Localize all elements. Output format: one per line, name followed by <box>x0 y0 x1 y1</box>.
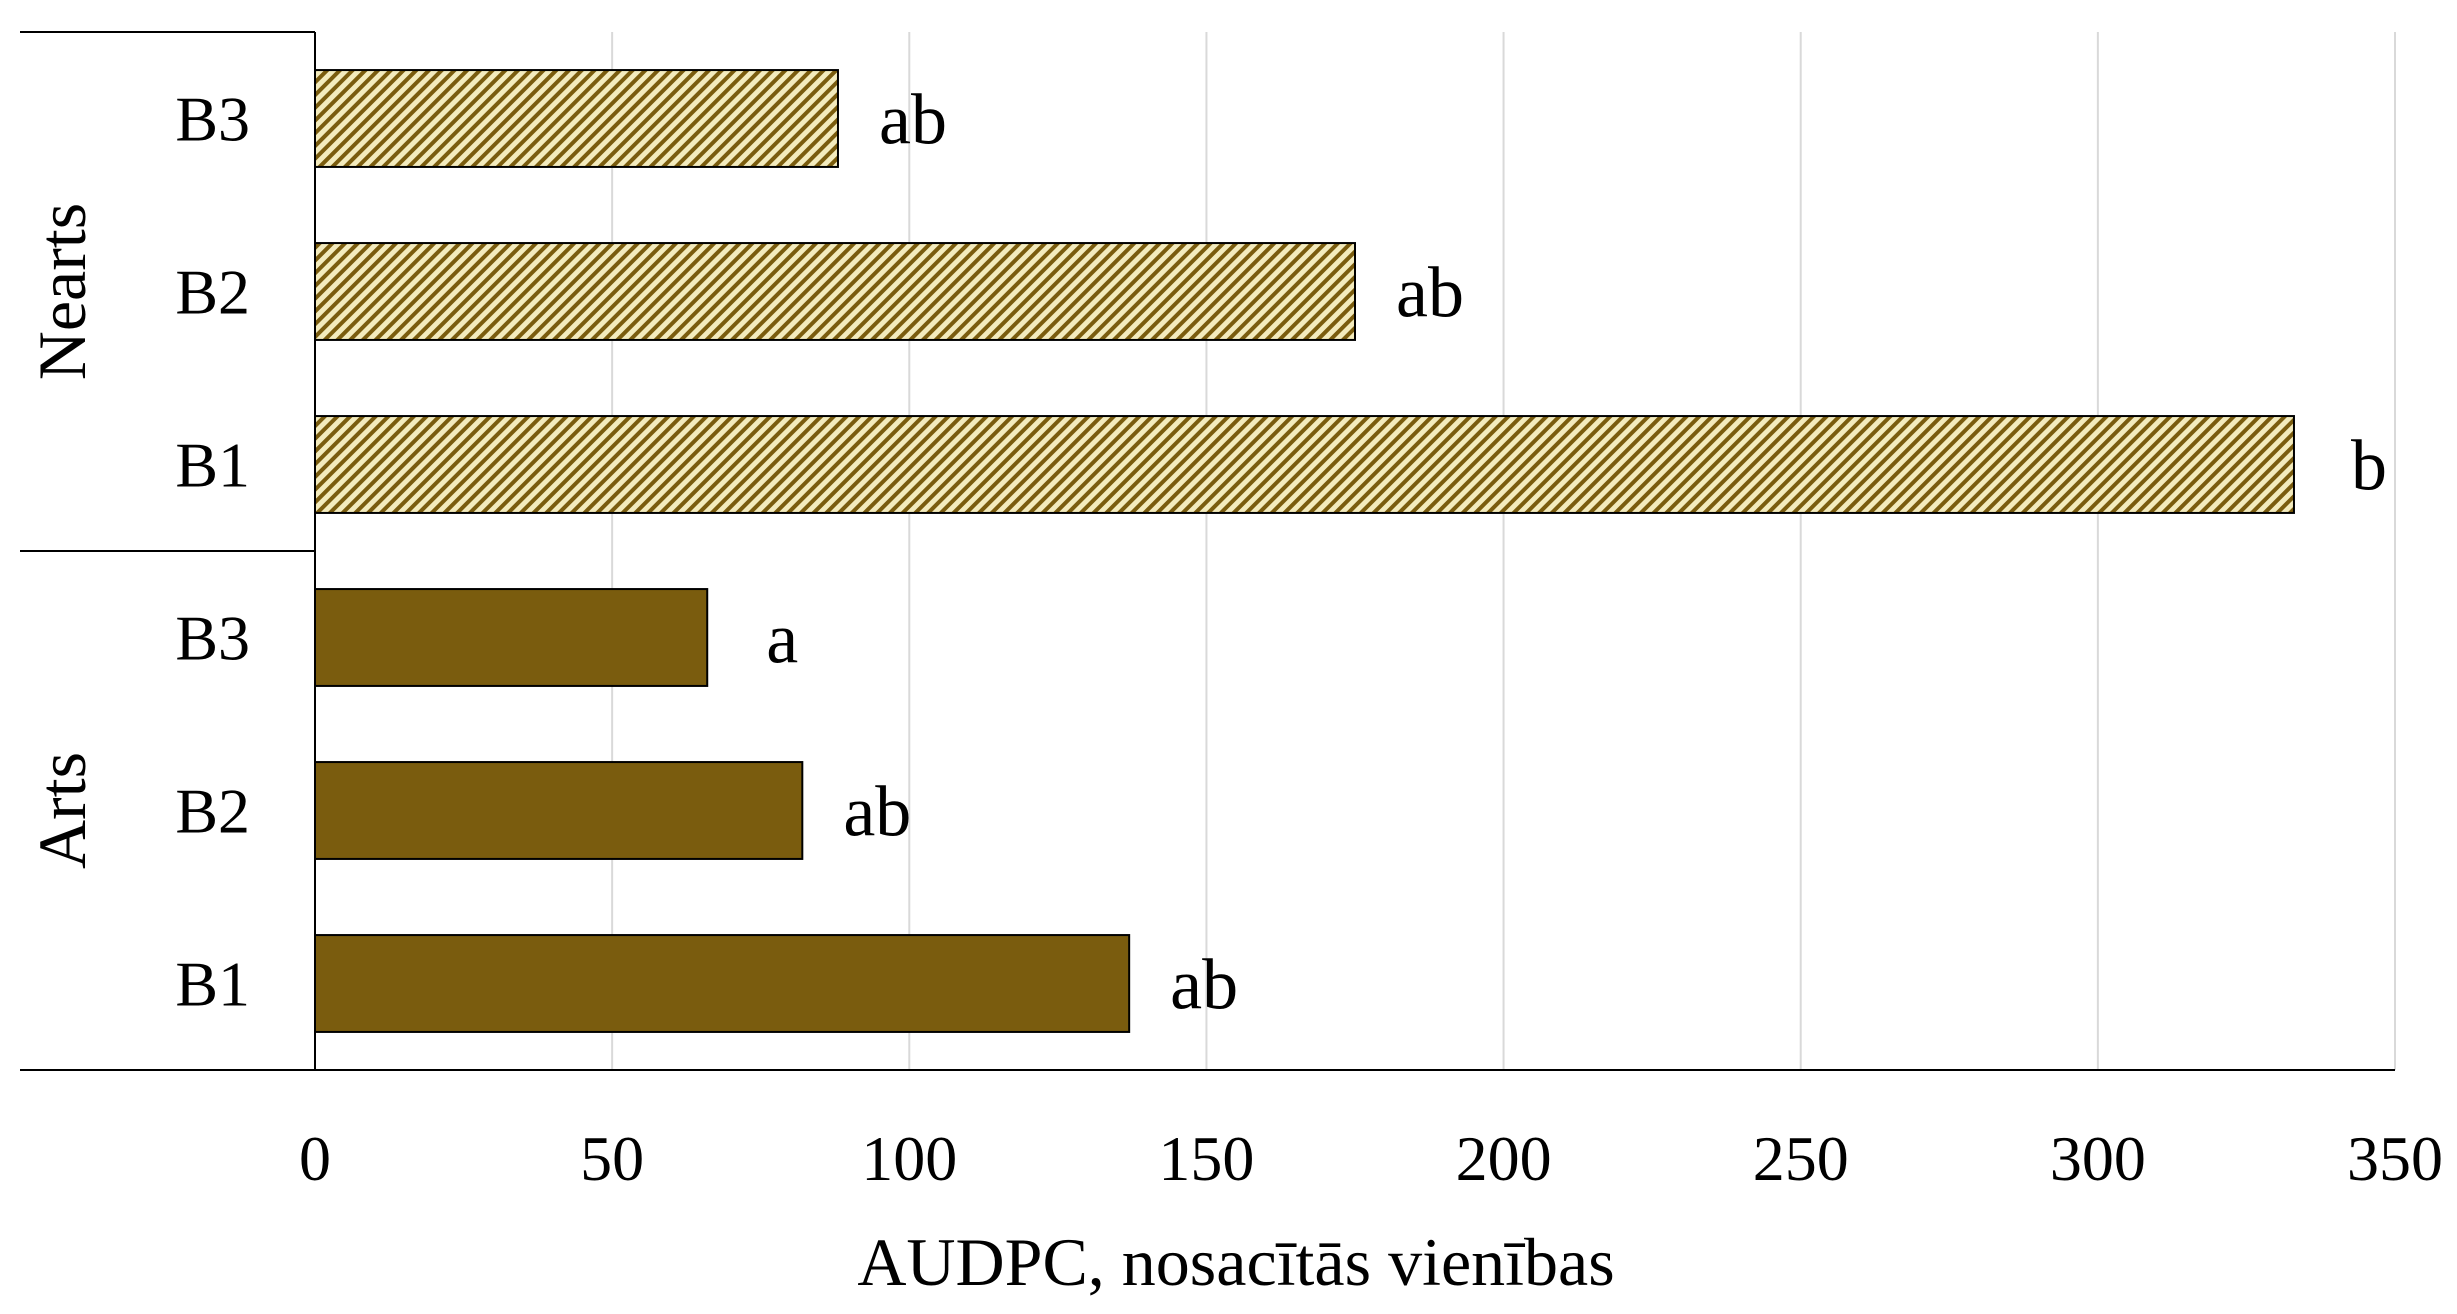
category-label: B2 <box>175 776 250 847</box>
category-label: B2 <box>175 257 250 328</box>
bars <box>314 69 2295 1033</box>
category-label: B1 <box>175 430 250 501</box>
x-tick-label: 200 <box>1456 1123 1552 1194</box>
labels: 0 50 100 150 200 250 300 350 B3 ab B2 ab B1 b Nearts B3… <box>24 80 2443 1195</box>
category-label: B3 <box>175 84 250 155</box>
x-tick-label: 150 <box>1158 1123 1254 1194</box>
x-axis-title: AUDPC, nosacītās vienības <box>857 1224 1614 1300</box>
bar <box>314 761 804 860</box>
category-label: B1 <box>175 949 250 1020</box>
significance-label: ab <box>1396 253 1464 333</box>
x-tick-label: 350 <box>2347 1123 2443 1194</box>
x-tick-label: 250 <box>1753 1123 1849 1194</box>
significance-label: ab <box>843 772 911 852</box>
bar <box>314 242 1356 341</box>
bar <box>314 415 2295 514</box>
x-tick-label: 50 <box>580 1123 644 1194</box>
significance-label: ab <box>1170 945 1238 1025</box>
significance-label: a <box>766 599 798 679</box>
bar <box>314 934 1131 1033</box>
x-tick-label: 300 <box>2050 1123 2146 1194</box>
bar <box>314 69 839 168</box>
category-label: B3 <box>175 603 250 674</box>
bar <box>314 588 709 687</box>
group-label: Arts <box>24 752 100 869</box>
gridlines <box>611 32 2396 1070</box>
group-label: Nearts <box>24 203 100 380</box>
significance-label: b <box>2351 426 2387 506</box>
x-tick-label: 100 <box>861 1123 957 1194</box>
axes <box>20 31 2395 1071</box>
x-tick-label: 0 <box>299 1123 331 1194</box>
significance-label: ab <box>879 80 947 160</box>
